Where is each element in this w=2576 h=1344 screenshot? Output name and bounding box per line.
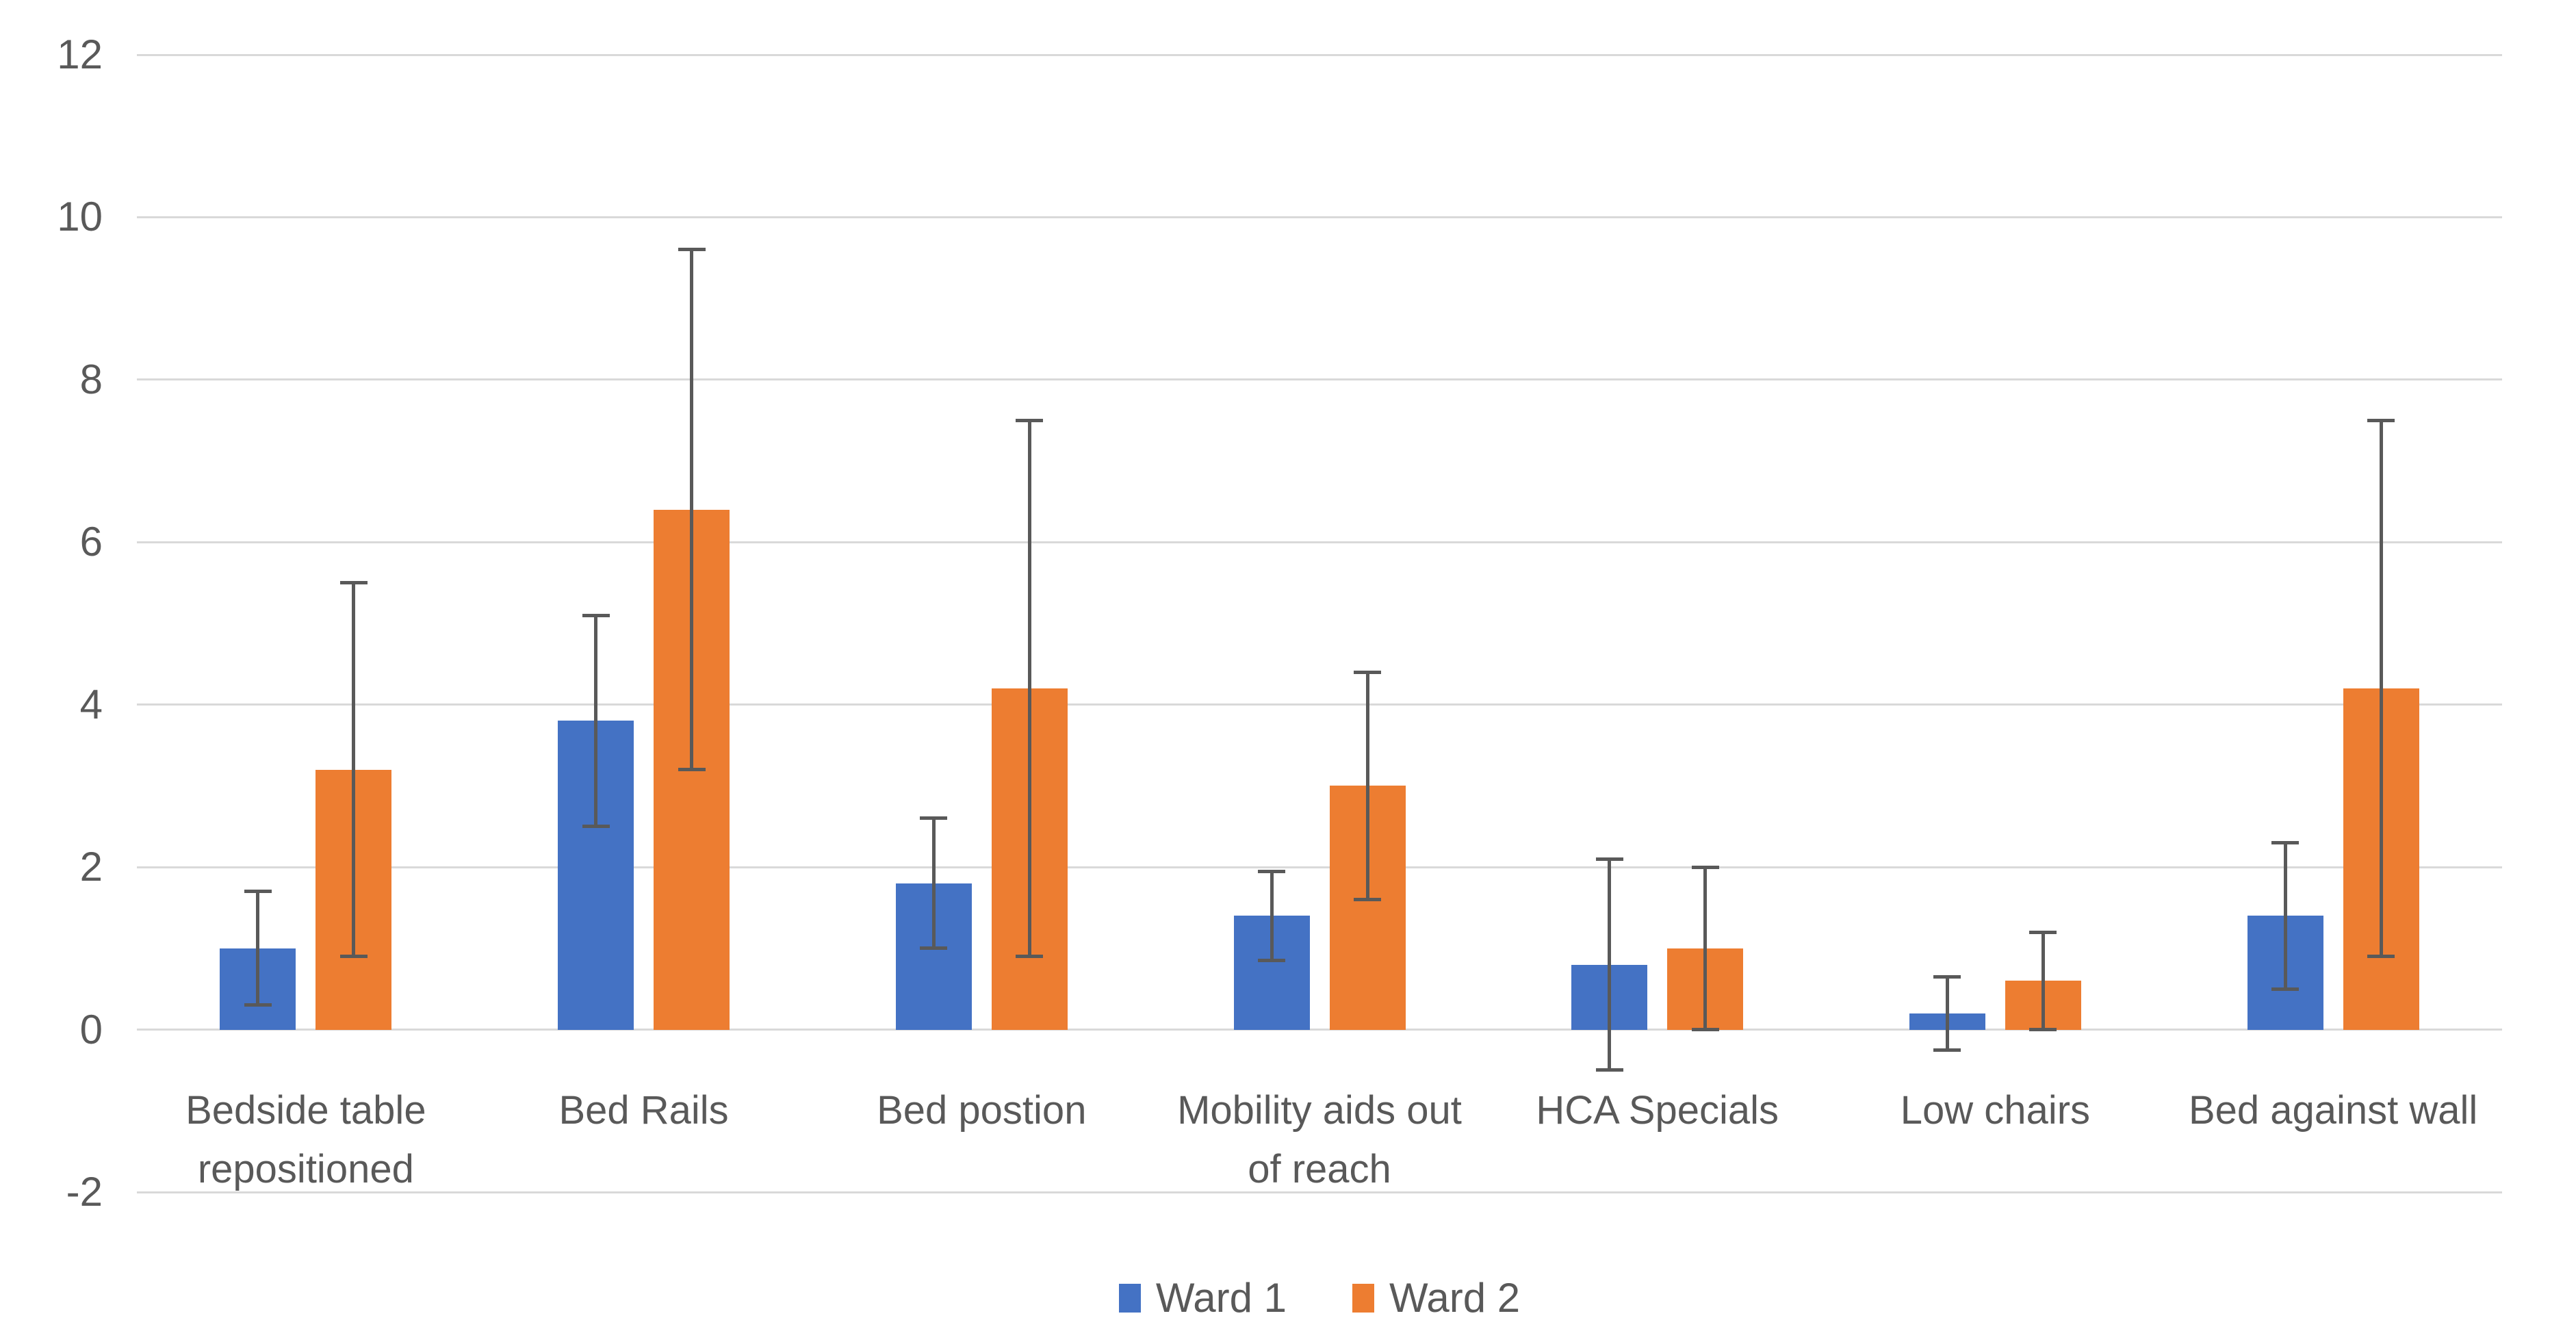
error-bar-line (1945, 977, 1949, 1050)
error-bar-line (594, 615, 598, 827)
error-bar-cap-bottom (244, 1003, 272, 1007)
y-tick-label: 2 (79, 844, 103, 890)
category-label: Low chairs (1900, 1088, 2091, 1133)
category-label: Bed against wall (2188, 1088, 2478, 1133)
y-tick-label: 6 (79, 519, 103, 565)
error-bar-cap-top (339, 581, 368, 585)
gridline-y--2 (137, 1191, 2502, 1193)
error-bar-cap-bottom (2029, 1028, 2057, 1032)
gridline-y-4 (137, 703, 2502, 706)
category-label: Bed Rails (558, 1088, 729, 1133)
legend-label: Ward 1 (1155, 1275, 1287, 1321)
error-bar-cap-bottom (1595, 1068, 1623, 1072)
y-tick-label: 10 (57, 194, 103, 240)
category-label: Bedside table repositioned (185, 1088, 426, 1191)
error-bar-cap-bottom (1354, 898, 1381, 902)
error-bar-cap-bottom (678, 768, 706, 772)
error-bar-cap-bottom (2367, 955, 2395, 959)
y-tick-label: 0 (79, 1006, 103, 1052)
gridline-y-12 (137, 53, 2502, 56)
gridline-y-8 (137, 378, 2502, 381)
error-bar-line (352, 582, 356, 957)
error-bar-cap-top (2367, 418, 2395, 422)
error-bar-line (2283, 842, 2287, 990)
legend-swatch-icon (1352, 1284, 1374, 1313)
error-bar-cap-top (1258, 869, 1285, 873)
error-bar-cap-top (920, 816, 948, 820)
legend-swatch-icon (1118, 1284, 1141, 1313)
error-bar-cap-bottom (1933, 1048, 1961, 1052)
y-tick-label: -2 (66, 1169, 103, 1215)
error-bar-cap-top (1933, 974, 1961, 979)
error-bar-cap-top (244, 890, 272, 894)
legend-label: Ward 2 (1389, 1275, 1521, 1321)
error-bar-line (1270, 871, 1274, 961)
gridline-y-2 (137, 866, 2502, 868)
error-bar-cap-top (1691, 865, 1719, 869)
gridline-y-0 (137, 1029, 2502, 1031)
category-label: HCA Specials (1536, 1088, 1779, 1133)
y-tick-label: 4 (79, 681, 103, 727)
error-bar-cap-top (1354, 670, 1381, 674)
error-bar-line (2379, 420, 2383, 957)
error-bar-cap-top (2029, 930, 2057, 934)
error-bar-line (2041, 932, 2045, 1030)
error-bar-cap-top (582, 613, 610, 617)
error-bar-line (931, 818, 936, 948)
legend-entry-ward-2: Ward 2 (1352, 1274, 1520, 1322)
error-bar-line (256, 891, 260, 1005)
error-bar-cap-bottom (2271, 987, 2300, 991)
error-bar-cap-bottom (920, 946, 948, 951)
error-bar-line (1703, 867, 1708, 1030)
gridline-y-6 (137, 541, 2502, 543)
error-bar-cap-top (678, 248, 706, 252)
category-label: Bed postion (877, 1088, 1087, 1133)
legend-entry-ward-1: Ward 1 (1118, 1274, 1287, 1322)
error-bar-cap-bottom (339, 955, 368, 959)
y-tick-label: 12 (57, 31, 103, 77)
error-bar-cap-top (1016, 418, 1044, 422)
gridline-y-10 (137, 216, 2502, 218)
error-bar-cap-bottom (1016, 955, 1044, 959)
legend: Ward 1 Ward 2 (137, 1274, 2502, 1322)
error-bar-line (1365, 672, 1369, 900)
y-tick-label: 8 (79, 356, 103, 402)
error-bar-cap-top (2271, 841, 2300, 845)
error-bar-cap-top (1595, 857, 1623, 861)
error-bar-line (1027, 420, 1031, 957)
error-bar-cap-bottom (582, 825, 610, 829)
error-bar-cap-bottom (1258, 959, 1285, 963)
error-bar-line (690, 249, 694, 770)
error-bar-line (1608, 859, 1612, 1070)
category-label: Mobility aids out of reach (1177, 1088, 1462, 1191)
error-bar-cap-bottom (1691, 1028, 1719, 1032)
